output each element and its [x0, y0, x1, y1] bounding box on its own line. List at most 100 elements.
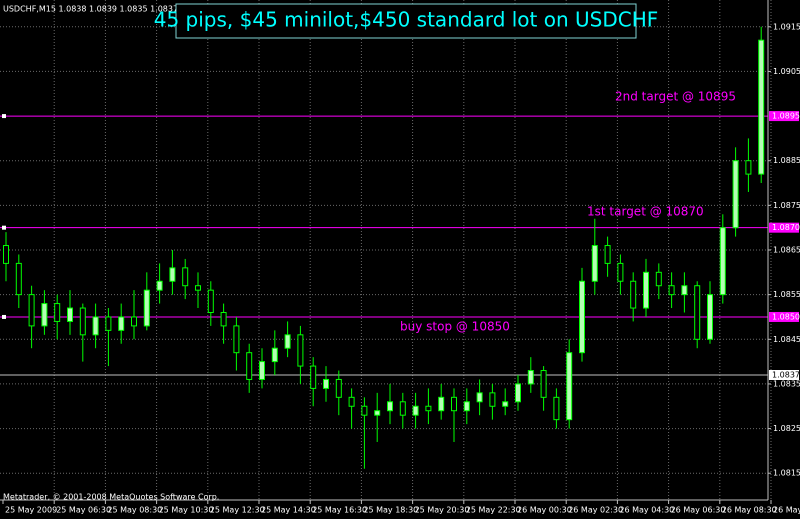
x-tick-label: 25 May 08:30 [107, 506, 162, 515]
level-handle [2, 314, 6, 319]
candle-body [515, 383, 521, 403]
y-tick-label: 1.0885 [773, 156, 800, 165]
candle-body [387, 401, 393, 412]
x-tick-label: 26 May 08:30 [722, 506, 777, 515]
x-tick-label: 26 May 00:30 [517, 506, 572, 515]
annotation: 1st target @ 10870 [587, 205, 704, 219]
chart-title: 45 pips, $45 minilot,$450 standard lot o… [154, 8, 659, 32]
candle-body [92, 316, 99, 336]
candle-body [438, 396, 445, 412]
candle-body [28, 294, 35, 327]
candle-body [271, 347, 278, 363]
annotation: 2nd target @ 10895 [615, 90, 736, 104]
candle-body [284, 334, 291, 349]
candle-body [374, 410, 381, 416]
level-label: 1.0870 [772, 223, 800, 232]
price-label-box [769, 370, 799, 380]
candle-body [348, 396, 355, 407]
x-tick-label: 25 May 16:30 [312, 506, 367, 515]
candle-body [745, 160, 752, 175]
x-tick-label: 26 May 04:30 [619, 506, 674, 515]
candle-body [182, 267, 189, 287]
candle-body [399, 401, 406, 416]
candle-body [707, 294, 713, 340]
candle-body [579, 280, 585, 354]
candle-body [566, 352, 573, 421]
candle-body [604, 245, 611, 264]
candle-body [668, 285, 675, 296]
y-tick-label: 1.0845 [773, 335, 800, 344]
x-tick-label: 26 May 02:30 [568, 506, 623, 515]
x-tick-label: 25 May 06:30 [56, 506, 111, 515]
candle-body [3, 245, 9, 264]
candle-body [259, 361, 265, 380]
y-tick-label: 1.0865 [773, 246, 800, 255]
x-tick-label: 25 May 14:30 [261, 506, 316, 515]
level-label-box [769, 111, 799, 122]
level-handle [2, 225, 6, 230]
candle-body [643, 271, 649, 309]
candle-body [361, 405, 368, 416]
level-label-box [769, 222, 799, 233]
price-label: 1.0837 [772, 371, 800, 380]
y-tick-label: 1.0825 [773, 424, 800, 433]
candle-body [463, 401, 470, 412]
candle-body [195, 285, 201, 291]
candle-body [118, 316, 125, 331]
candle-body [758, 39, 765, 175]
candle-body [323, 378, 329, 389]
x-tick-label: 25 May 22:30 [466, 506, 521, 515]
candle-body [15, 262, 22, 296]
candles [3, 26, 765, 469]
candle-body [425, 405, 432, 412]
annotation: buy stop @ 10850 [400, 320, 510, 334]
candle-body [732, 160, 739, 229]
quote-header: USDCHF,M15 1.0838 1.0839 1.0835 1.0837 [3, 5, 178, 14]
candle-body [489, 392, 496, 407]
y-tick-label: 1.0815 [773, 469, 800, 478]
level-handle [2, 114, 6, 119]
candle-body [67, 307, 73, 322]
candle-body [451, 396, 457, 412]
candle-body [502, 401, 509, 407]
candle-body [207, 289, 214, 313]
level-label: 1.0850 [772, 312, 800, 321]
candle-body [476, 392, 483, 403]
candle-body [630, 280, 637, 309]
level-label-box [769, 311, 799, 322]
candle-body [233, 325, 240, 354]
x-tick-label: 25 May 18:30 [363, 506, 418, 515]
x-tick-label: 26 May 10: [773, 506, 800, 515]
candle-body [540, 370, 547, 398]
candle-body [655, 271, 662, 287]
level-label: 1.0895 [772, 112, 800, 121]
candle-body [156, 280, 163, 291]
candle-body [335, 378, 342, 398]
candle-body [591, 245, 598, 282]
title-box [175, 3, 637, 39]
x-tick-label: 25 May 10:30 [159, 506, 214, 515]
candle-body [694, 285, 701, 340]
x-tick-label: 25 May 20:30 [415, 506, 470, 515]
x-tick-label: 25 May 2009 [5, 506, 57, 515]
candle-body [412, 405, 419, 416]
candle-body [719, 227, 726, 296]
y-tick-label: 1.0905 [773, 67, 800, 76]
candle-body [169, 267, 176, 282]
candle-body [297, 334, 304, 367]
candle-body [41, 303, 48, 327]
candle-body [681, 285, 688, 296]
candle-body [553, 396, 560, 421]
candle-body [131, 316, 137, 327]
candle-body [617, 262, 624, 282]
candle-body [310, 365, 317, 389]
axes: 1.0815 1.0825 1.0835 1.0845 1.0855 1.0865 1.08… [2, 22, 800, 515]
candle-body [527, 370, 534, 385]
candle-body [143, 289, 150, 327]
y-tick-label: 1.0855 [773, 290, 800, 299]
candle-body [220, 312, 227, 327]
y-tick-label: 1.0835 [773, 379, 800, 388]
